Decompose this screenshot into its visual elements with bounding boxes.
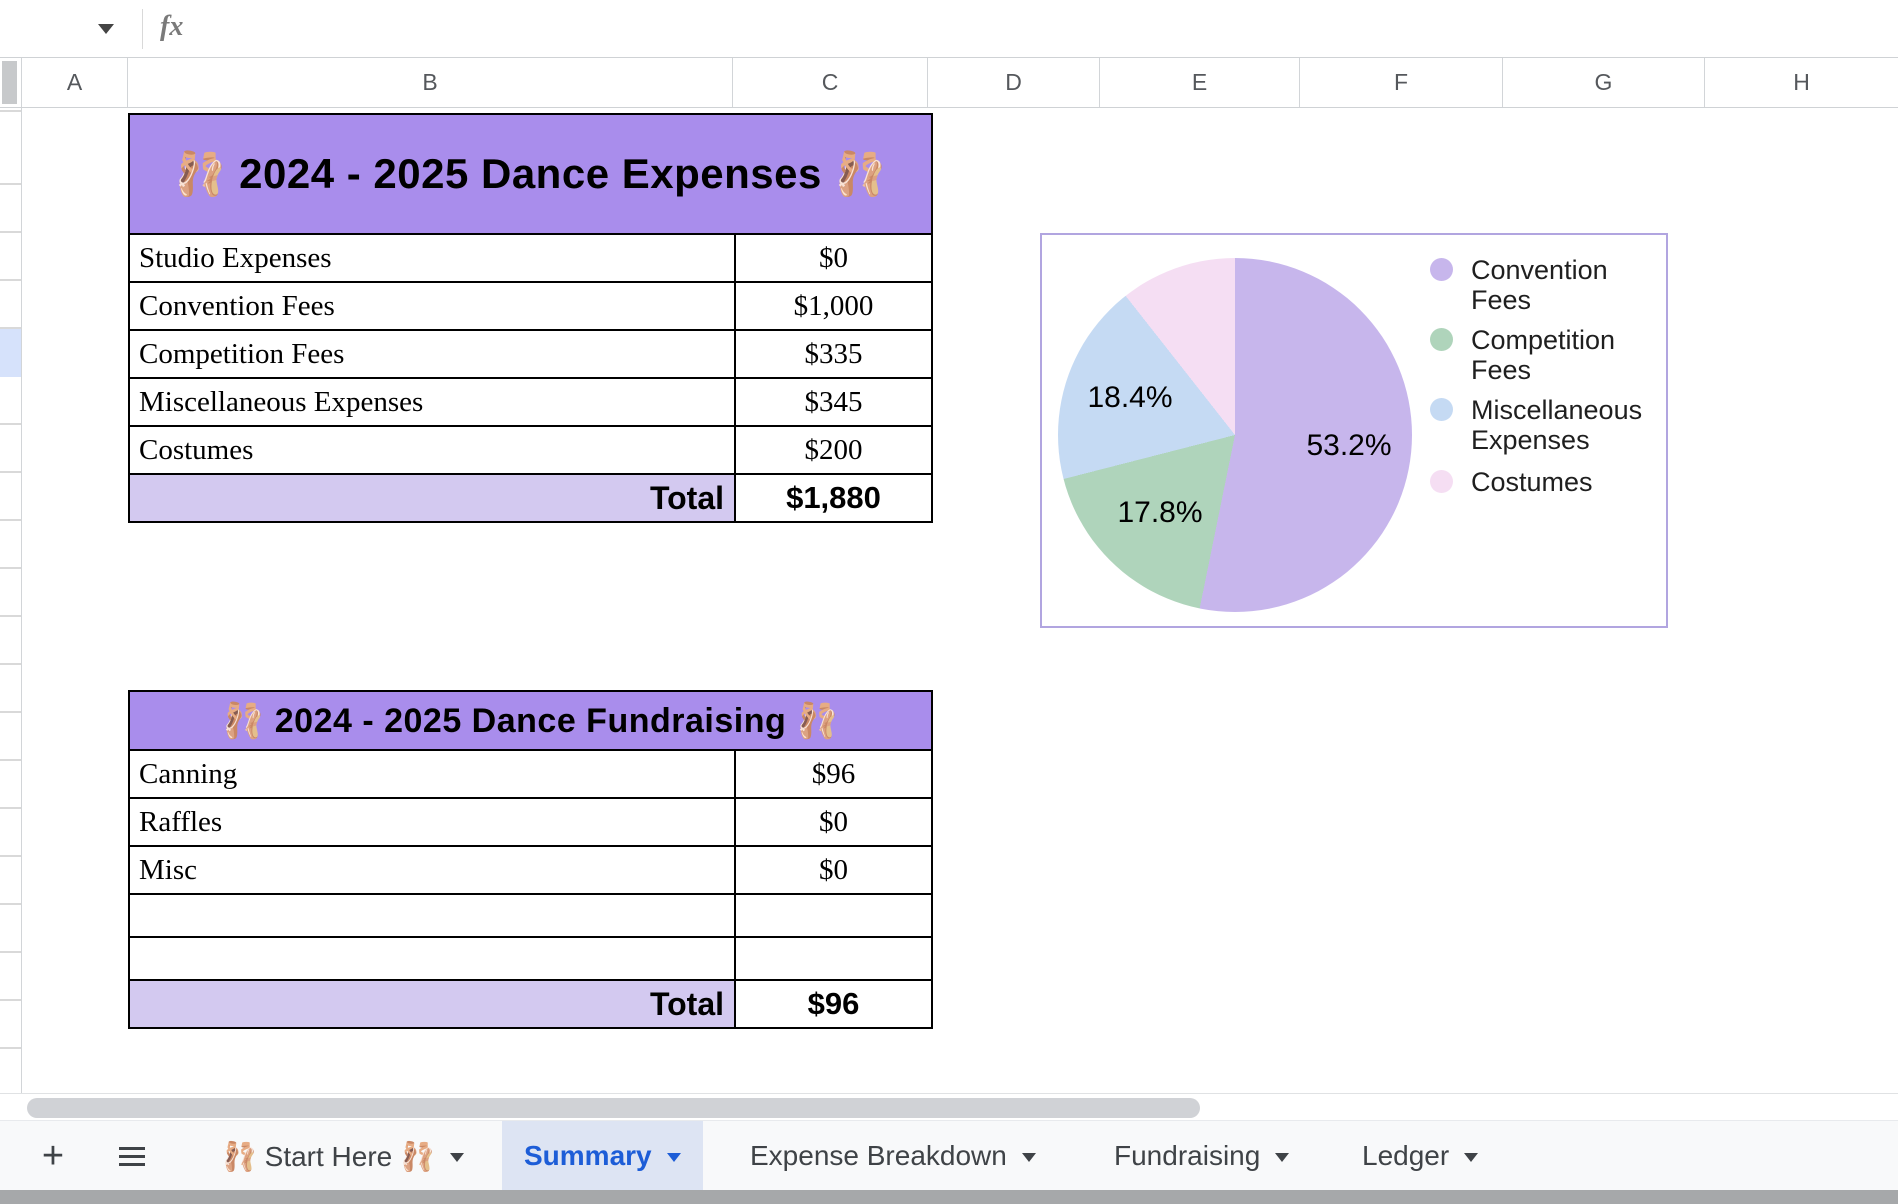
table-row: Raffles $0 bbox=[130, 797, 931, 845]
chevron-down-icon[interactable] bbox=[1464, 1153, 1479, 1162]
pie-slice-label-convention: 53.2% bbox=[1306, 429, 1392, 462]
table-row: Canning $96 bbox=[130, 749, 931, 797]
chevron-down-icon[interactable] bbox=[449, 1153, 464, 1162]
tab-summary[interactable]: Summary bbox=[502, 1121, 703, 1191]
column-header-g[interactable]: G bbox=[1503, 58, 1705, 107]
sheet-tab-bar: + 🩰 Start Here 🩰 Summary Expense Breakdo… bbox=[0, 1120, 1898, 1191]
fundraising-value-cell[interactable] bbox=[736, 895, 931, 936]
legend-item: Convention Fees bbox=[1430, 255, 1666, 315]
expenses-table: 🩰 2024 - 2025 Dance Expenses 🩰 Studio Ex… bbox=[128, 113, 933, 523]
fundraising-value-cell[interactable]: $0 bbox=[819, 805, 848, 838]
table-row: Competition Fees $335 bbox=[130, 329, 931, 377]
toolbar-divider bbox=[142, 9, 143, 49]
expenses-pie-chart[interactable]: 53.2% 17.8% 18.4% Convention Fees Compet… bbox=[1040, 233, 1668, 628]
column-header-a[interactable]: A bbox=[22, 58, 128, 107]
tab-label: Summary bbox=[524, 1140, 652, 1171]
tab-label: 🩰 Start Here 🩰 bbox=[222, 1140, 435, 1172]
plus-icon: + bbox=[41, 1135, 65, 1177]
fundraising-label-cell[interactable] bbox=[130, 938, 736, 979]
total-label-cell[interactable]: Total bbox=[130, 981, 736, 1027]
tab-label: Ledger bbox=[1362, 1140, 1450, 1171]
legend-label: Miscellaneous Expenses bbox=[1471, 395, 1643, 456]
select-all-corner[interactable] bbox=[0, 58, 22, 107]
row-header-strip[interactable] bbox=[0, 108, 22, 1093]
expenses-table-title[interactable]: 🩰 2024 - 2025 Dance Expenses 🩰 bbox=[130, 115, 931, 233]
fundraising-value-cell[interactable]: $0 bbox=[819, 853, 848, 886]
column-header-row: A B C D E F G H bbox=[0, 57, 1898, 108]
window-bottom-strip bbox=[0, 1190, 1898, 1204]
horizontal-scrollbar-thumb[interactable] bbox=[27, 1098, 1200, 1118]
legend-item: Costumes bbox=[1430, 467, 1666, 497]
tab-start-here[interactable]: 🩰 Start Here 🩰 bbox=[200, 1121, 486, 1191]
column-header-e[interactable]: E bbox=[1100, 58, 1300, 107]
formula-bar: fx bbox=[0, 0, 1898, 57]
chevron-down-icon[interactable] bbox=[1021, 1153, 1036, 1162]
fundraising-label-cell[interactable] bbox=[130, 895, 736, 936]
table-row: Misc $0 bbox=[130, 845, 931, 893]
column-header-c[interactable]: C bbox=[733, 58, 928, 107]
horizontal-scrollbar[interactable] bbox=[0, 1093, 1898, 1120]
legend-dot-miscellaneous bbox=[1430, 398, 1453, 421]
tab-ledger[interactable]: Ledger bbox=[1340, 1121, 1500, 1191]
fundraising-label-cell[interactable]: Canning bbox=[130, 751, 736, 797]
column-header-h[interactable]: H bbox=[1793, 69, 1810, 95]
legend-dot-competition bbox=[1430, 328, 1453, 351]
expense-label-cell[interactable]: Convention Fees bbox=[130, 283, 736, 329]
legend-label: Costumes bbox=[1471, 467, 1593, 497]
fundraising-label-cell[interactable]: Misc bbox=[130, 847, 736, 893]
chevron-down-icon[interactable] bbox=[1275, 1153, 1290, 1162]
legend-item: Competition Fees bbox=[1430, 325, 1666, 385]
legend-dot-costumes bbox=[1430, 470, 1453, 493]
selected-row-highlight bbox=[0, 329, 21, 377]
legend-label: Competition Fees bbox=[1471, 325, 1616, 386]
column-header-d[interactable]: D bbox=[928, 58, 1100, 107]
pie-graphic bbox=[1058, 258, 1412, 612]
fundraising-label-cell[interactable]: Raffles bbox=[130, 799, 736, 845]
expense-value-cell[interactable]: $1,000 bbox=[793, 289, 874, 322]
expense-value-cell[interactable]: $345 bbox=[804, 385, 863, 418]
table-row bbox=[130, 893, 931, 936]
add-sheet-button[interactable]: + bbox=[36, 1121, 70, 1191]
expense-label-cell[interactable]: Competition Fees bbox=[130, 331, 736, 377]
tab-expense-breakdown[interactable]: Expense Breakdown bbox=[728, 1121, 1058, 1191]
expense-value-cell[interactable]: $200 bbox=[804, 433, 863, 466]
expense-value-cell[interactable]: $0 bbox=[819, 241, 848, 274]
total-value-cell[interactable]: $1,880 bbox=[786, 480, 881, 515]
total-label-cell[interactable]: Total bbox=[130, 475, 736, 521]
table-row: Studio Expenses $0 bbox=[130, 233, 931, 281]
table-row: Convention Fees $1,000 bbox=[130, 281, 931, 329]
tab-label: Expense Breakdown bbox=[750, 1140, 1007, 1171]
tab-fundraising[interactable]: Fundraising bbox=[1092, 1121, 1311, 1191]
total-value-cell[interactable]: $96 bbox=[807, 986, 860, 1021]
legend-dot-convention bbox=[1430, 258, 1453, 281]
fx-icon: fx bbox=[160, 11, 184, 42]
fundraising-table-title[interactable]: 🩰 2024 - 2025 Dance Fundraising 🩰 bbox=[130, 692, 931, 749]
name-box-dropdown-icon[interactable] bbox=[98, 24, 114, 34]
fundraising-value-cell[interactable] bbox=[736, 938, 931, 979]
all-sheets-menu-button[interactable] bbox=[115, 1121, 149, 1191]
fundraising-value-cell[interactable]: $96 bbox=[811, 757, 856, 790]
pie-slice-label-competition: 17.8% bbox=[1117, 496, 1203, 529]
legend-item: Miscellaneous Expenses bbox=[1430, 395, 1666, 455]
column-header-b[interactable]: B bbox=[128, 58, 733, 107]
select-all-box bbox=[2, 61, 17, 104]
table-row: Miscellaneous Expenses $345 bbox=[130, 377, 931, 425]
sheet-grid[interactable]: 🩰 2024 - 2025 Dance Expenses 🩰 Studio Ex… bbox=[0, 108, 1898, 1093]
fundraising-table: 🩰 2024 - 2025 Dance Fundraising 🩰 Cannin… bbox=[128, 690, 933, 1029]
tab-label: Fundraising bbox=[1114, 1140, 1261, 1171]
expense-label-cell[interactable]: Miscellaneous Expenses bbox=[130, 379, 736, 425]
column-header-f[interactable]: F bbox=[1300, 58, 1503, 107]
expenses-total-row: Total $1,880 bbox=[130, 473, 931, 521]
chevron-down-icon[interactable] bbox=[666, 1153, 681, 1162]
legend-label: Convention Fees bbox=[1471, 255, 1608, 316]
pie-slice-label-miscellaneous: 18.4% bbox=[1087, 381, 1173, 414]
table-row bbox=[130, 936, 931, 979]
expense-label-cell[interactable]: Studio Expenses bbox=[130, 235, 736, 281]
expense-label-cell[interactable]: Costumes bbox=[130, 427, 736, 473]
hamburger-icon bbox=[119, 1154, 145, 1158]
table-row: Costumes $200 bbox=[130, 425, 931, 473]
expense-value-cell[interactable]: $335 bbox=[804, 337, 863, 370]
fundraising-total-row: Total $96 bbox=[130, 979, 931, 1027]
